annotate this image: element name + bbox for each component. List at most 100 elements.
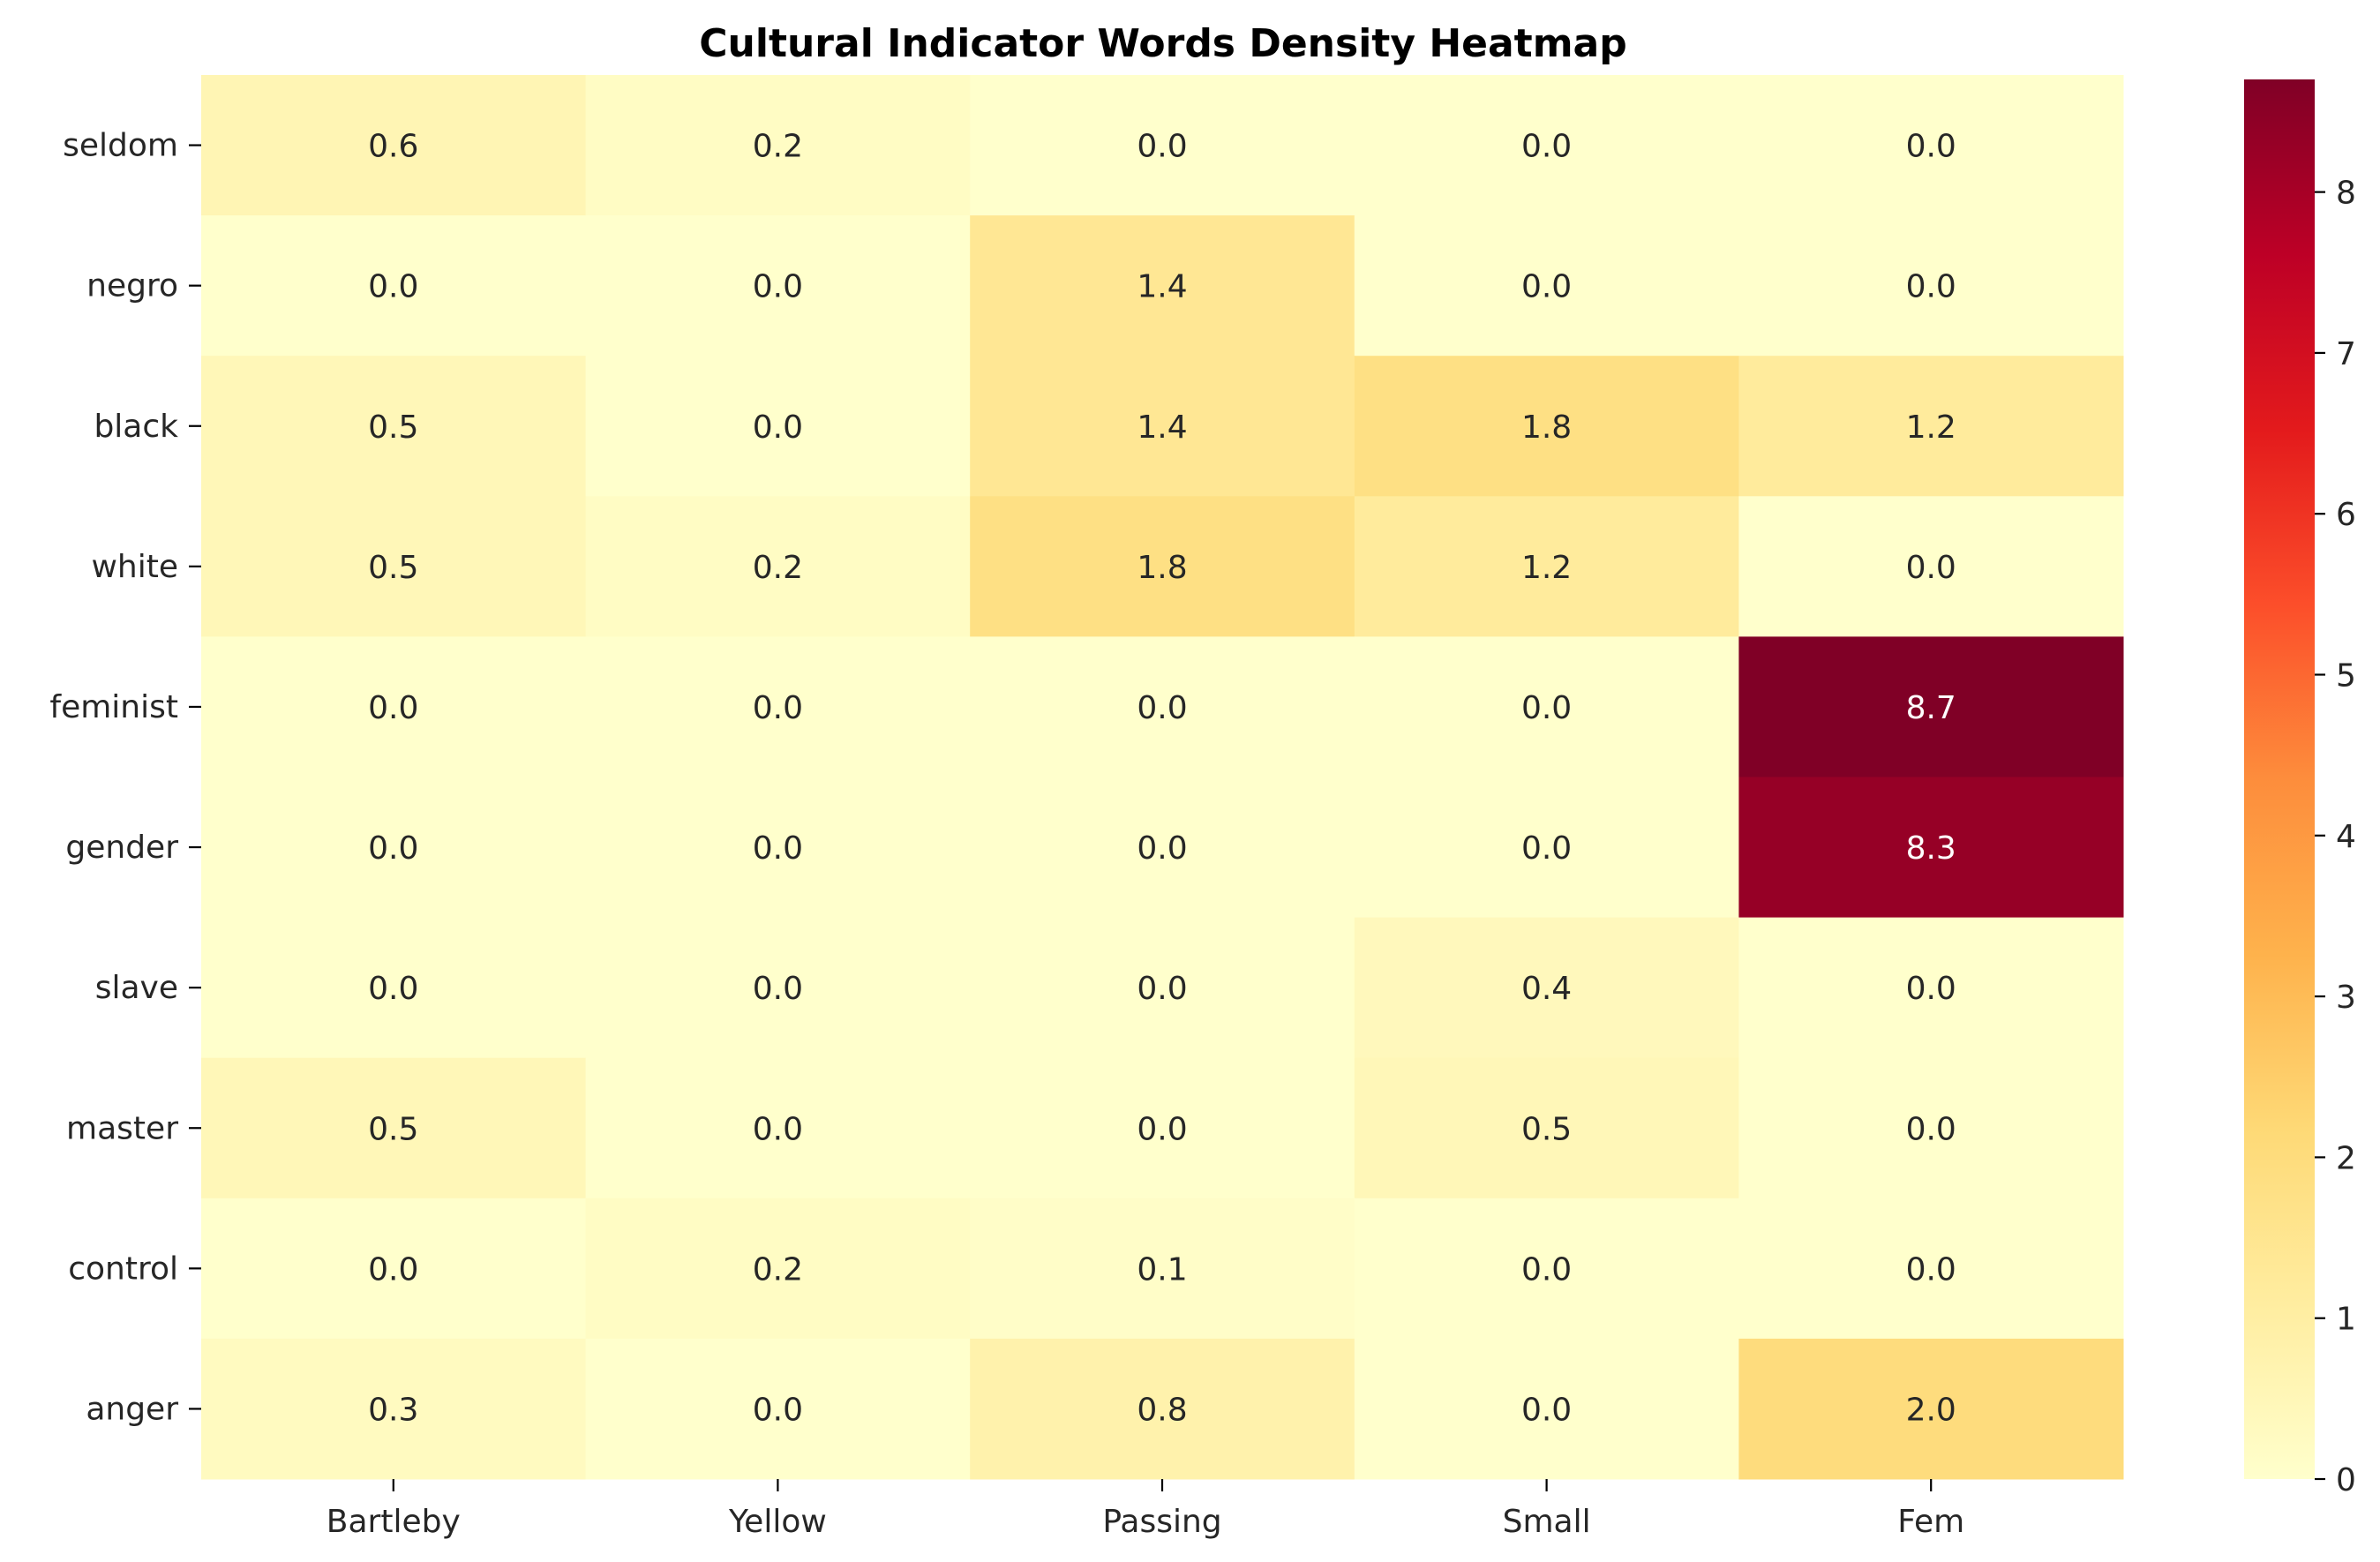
cell-value-label: 0.0 xyxy=(753,830,803,867)
colorbar-tick-label: 4 xyxy=(2336,819,2356,855)
heatmap-cell xyxy=(1354,356,1739,497)
colorbar-tick-label: 0 xyxy=(2336,1462,2356,1498)
cell-value-label: 1.8 xyxy=(1521,409,1572,446)
heatmap-cell xyxy=(970,496,1355,637)
heatmap-cell xyxy=(1354,917,1739,1059)
colorbar-tick-label: 2 xyxy=(2336,1140,2356,1176)
cell-value-label: 0.0 xyxy=(368,269,418,305)
cell-value-label: 0.2 xyxy=(753,550,803,586)
x-tick-label: Passing xyxy=(1102,1504,1221,1540)
heatmap-cell xyxy=(970,777,1355,919)
heatmap-cell xyxy=(201,496,587,637)
cell-value-label: 0.3 xyxy=(368,1392,418,1428)
colorbar-tick-label: 7 xyxy=(2336,336,2356,372)
cell-value-label: 0.0 xyxy=(368,690,418,726)
cell-value-label: 0.0 xyxy=(368,1251,418,1288)
cell-value-label: 0.5 xyxy=(368,1111,418,1147)
heatmap-cell xyxy=(1738,496,2124,637)
cell-value-label: 0.0 xyxy=(368,971,418,1007)
heatmap-cell xyxy=(1738,917,2124,1059)
heatmap-cell xyxy=(585,215,971,357)
heatmap-cell xyxy=(1354,215,1739,357)
cell-value-label: 0.4 xyxy=(1521,971,1572,1007)
cell-value-label: 0.0 xyxy=(1521,269,1572,305)
heatmap-cell xyxy=(201,777,587,919)
cell-value-label: 0.0 xyxy=(1137,1111,1187,1147)
x-tick-label: Bartleby xyxy=(327,1504,461,1540)
heatmap-cell xyxy=(1738,356,2124,497)
cell-value-label: 0.0 xyxy=(1521,690,1572,726)
y-tick-label: anger xyxy=(86,1391,178,1427)
heatmap-cell xyxy=(1738,75,2124,216)
heatmap-cell xyxy=(585,496,971,637)
cell-value-label: 0.0 xyxy=(1137,129,1187,165)
heatmap-cell xyxy=(585,75,971,216)
cell-value-label: 0.5 xyxy=(368,409,418,446)
heatmap-cell xyxy=(1354,1338,1739,1480)
heatmap-cell xyxy=(1738,636,2124,777)
cell-value-label: 0.0 xyxy=(1521,1392,1572,1428)
cell-value-label: 0.0 xyxy=(753,971,803,1007)
y-tick-label: white xyxy=(91,549,178,585)
cell-value-label: 0.0 xyxy=(1906,1251,1956,1288)
cell-value-label: 0.1 xyxy=(1137,1251,1187,1288)
colorbar-tick-label: 5 xyxy=(2336,658,2356,695)
colorbar-tick-label: 8 xyxy=(2336,176,2356,212)
colorbar-tick-label: 6 xyxy=(2336,497,2356,533)
cell-value-label: 0.0 xyxy=(1521,129,1572,165)
colorbar: 0 1 2 3 4 5 6 7 8 xyxy=(2244,79,2356,1498)
heatmap-cell xyxy=(970,917,1355,1059)
y-axis: seldom negro black white feminist gender slave… xyxy=(49,128,201,1427)
cell-value-label: 0.0 xyxy=(753,1111,803,1147)
cell-value-label: 0.0 xyxy=(1137,971,1187,1007)
cell-value-label: 0.0 xyxy=(1137,690,1187,726)
heatmap-cell xyxy=(201,1198,587,1340)
cell-value-label: 0.8 xyxy=(1137,1392,1187,1428)
heatmap-cell xyxy=(585,1198,971,1340)
heatmap-cell xyxy=(585,917,971,1059)
y-tick-label: slave xyxy=(95,970,178,1006)
heatmap-cell xyxy=(1738,1338,2124,1480)
y-tick-label: control xyxy=(68,1250,178,1287)
heatmap-cell xyxy=(585,777,971,919)
heatmap-cell xyxy=(201,356,587,497)
cell-value-label: 0.0 xyxy=(1906,550,1956,586)
cell-value-label: 0.0 xyxy=(1906,1111,1956,1147)
y-tick-label: seldom xyxy=(63,128,178,164)
heatmap-cell xyxy=(585,636,971,777)
heatmap-cell xyxy=(201,636,587,777)
colorbar-tick-label: 3 xyxy=(2336,980,2356,1016)
x-tick-label: Yellow xyxy=(728,1504,827,1540)
heatmap-cell xyxy=(1738,1057,2124,1199)
heatmap-cell xyxy=(1354,777,1739,919)
heatmap-cell xyxy=(970,1338,1355,1480)
cell-value-label: 0.0 xyxy=(1906,269,1956,305)
heatmap-cell xyxy=(201,1338,587,1480)
heatmap-cell xyxy=(1738,215,2124,357)
cell-value-label: 1.2 xyxy=(1906,409,1956,446)
heatmap-cell xyxy=(201,75,587,216)
cell-value-label: 0.0 xyxy=(1906,129,1956,165)
cell-value-label: 8.3 xyxy=(1906,830,1956,867)
cell-value-label: 0.0 xyxy=(753,409,803,446)
x-axis: Bartleby Yellow Passing Small Fem xyxy=(327,1479,1964,1540)
heatmap-cell xyxy=(585,1057,971,1199)
heatmap-cell xyxy=(1738,1198,2124,1340)
heatmap-cell xyxy=(585,1338,971,1480)
y-tick-label: feminist xyxy=(49,689,178,725)
chart-title: Cultural Indicator Words Density Heatmap xyxy=(699,21,1627,66)
y-tick-label: black xyxy=(94,409,178,445)
heatmap-cells: 0.6 0.2 0.0 0.0 0.0 0.0 0.0 1.4 0.0 0.0 0.5 0.0 1.4 1… xyxy=(201,75,2124,1480)
heatmap-cell xyxy=(970,356,1355,497)
cell-value-label: 0.6 xyxy=(368,129,418,165)
cell-value-label: 0.0 xyxy=(1137,830,1187,867)
cell-value-label: 0.2 xyxy=(753,1251,803,1288)
x-tick-label: Small xyxy=(1503,1504,1591,1540)
cell-value-label: 0.0 xyxy=(753,269,803,305)
cell-value-label: 1.4 xyxy=(1137,409,1187,446)
colorbar-gradient xyxy=(2244,79,2315,1479)
cell-value-label: 2.0 xyxy=(1906,1392,1956,1428)
cell-value-label: 0.0 xyxy=(753,1392,803,1428)
heatmap-cell xyxy=(970,215,1355,357)
